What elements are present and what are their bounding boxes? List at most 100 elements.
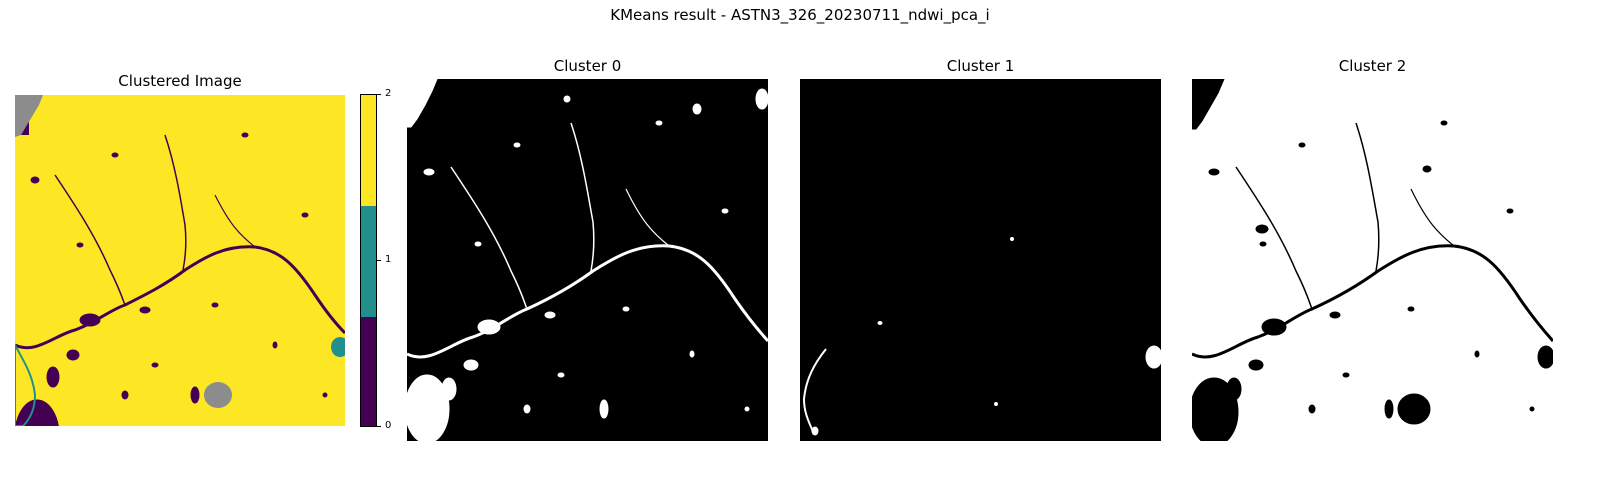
c1-speck-3 bbox=[994, 402, 998, 406]
c2-blob-9 bbox=[1506, 208, 1514, 214]
c2-blob-2 bbox=[1226, 377, 1242, 401]
water-blob-12 bbox=[76, 242, 84, 248]
c2-blob-6 bbox=[1208, 168, 1220, 176]
panel-title-clustered-image: Clustered Image bbox=[118, 72, 242, 90]
c0-blob-8 bbox=[655, 120, 663, 126]
water-blob-11 bbox=[151, 362, 159, 368]
c2-river-west bbox=[1235, 166, 1313, 310]
c1-speck-1 bbox=[1010, 237, 1014, 241]
colorbar-tick-1 bbox=[377, 260, 381, 261]
c2-blob-17 bbox=[1255, 224, 1269, 234]
c2-blob-12 bbox=[1259, 241, 1267, 247]
cluster-2-mask bbox=[1192, 79, 1553, 441]
c0-topleft-edge bbox=[407, 79, 438, 128]
water-blob-5 bbox=[190, 386, 200, 404]
c0-blob-4 bbox=[544, 311, 556, 319]
c2-river-north bbox=[1355, 122, 1380, 272]
c2-blob-10 bbox=[1474, 350, 1480, 358]
cluster1-right-edge bbox=[331, 337, 345, 357]
c0-blob-16 bbox=[755, 88, 768, 110]
clustered-cluster1-features bbox=[15, 337, 345, 426]
panel-title-cluster-0: Cluster 0 bbox=[553, 57, 622, 75]
nodata-lake bbox=[204, 382, 232, 408]
water-blob-9 bbox=[301, 212, 309, 218]
c2-blob-3 bbox=[1248, 359, 1264, 371]
clustered-image-svg bbox=[15, 95, 345, 426]
cluster1-left-river-edge bbox=[15, 344, 37, 426]
c2-blob-13 bbox=[1529, 406, 1535, 412]
clustered-background bbox=[15, 95, 345, 426]
c2-blob-18 bbox=[1422, 165, 1432, 173]
colorbar-segment-1 bbox=[361, 206, 376, 317]
c1-speck-4 bbox=[811, 426, 819, 436]
colorbar-segment-2 bbox=[361, 95, 376, 206]
c0-river-main bbox=[407, 244, 768, 359]
colorbar-tick-2 bbox=[377, 94, 381, 95]
river-tributary-north bbox=[164, 134, 187, 271]
cluster-0-mask bbox=[407, 79, 768, 441]
water-blob-7 bbox=[111, 152, 119, 158]
c1-left-river-edge bbox=[802, 348, 827, 435]
cluster-0-panel bbox=[407, 79, 768, 441]
river-tributary-east bbox=[214, 194, 256, 248]
water-blob-14 bbox=[211, 302, 219, 308]
c2-blob-16 bbox=[1537, 345, 1553, 369]
cluster-2-svg bbox=[1192, 79, 1553, 441]
c0-river-east bbox=[625, 188, 670, 247]
c0-blob-12 bbox=[474, 241, 482, 247]
c2-blob-11 bbox=[1342, 372, 1350, 378]
c0-blob-10 bbox=[689, 350, 695, 358]
lake-bottom-left bbox=[15, 399, 59, 426]
c0-blob-9 bbox=[721, 208, 729, 214]
cluster-0-svg bbox=[407, 79, 768, 441]
c0-blob-1 bbox=[477, 319, 501, 335]
c0-blob-11 bbox=[557, 372, 565, 378]
cluster-1-svg bbox=[802, 237, 1161, 436]
c2-river-east bbox=[1410, 188, 1455, 247]
cluster-2-panel bbox=[1192, 79, 1553, 441]
c0-blob-3 bbox=[463, 359, 479, 371]
c0-blob-17 bbox=[692, 103, 702, 115]
water-blob-2 bbox=[46, 366, 60, 388]
water-blob-8 bbox=[241, 132, 249, 138]
c0-blob-18 bbox=[563, 95, 571, 103]
c2-blob-14 bbox=[1407, 306, 1415, 312]
colorbar-tick-label-1: 1 bbox=[385, 254, 392, 265]
water-blob-10 bbox=[272, 341, 278, 349]
c2-river-main bbox=[1192, 244, 1553, 359]
c2-blob-7 bbox=[1298, 142, 1306, 148]
colorbar-segment-0 bbox=[361, 317, 376, 426]
cluster-1-mask bbox=[802, 237, 1161, 436]
c2-topleft-edge bbox=[1192, 79, 1225, 130]
water-blob-15 bbox=[121, 390, 129, 400]
water-blob-3 bbox=[66, 349, 80, 361]
c1-speck-2 bbox=[877, 321, 883, 325]
c2-blob-5 bbox=[1384, 399, 1394, 419]
river-main bbox=[15, 245, 345, 350]
water-blob-6 bbox=[30, 176, 40, 184]
c0-lake-bottom-left bbox=[407, 374, 450, 441]
river-tributary-west bbox=[54, 174, 126, 306]
water-blob-1 bbox=[79, 313, 101, 327]
water-blob-13 bbox=[322, 392, 328, 398]
colorbar bbox=[360, 94, 377, 427]
clustered-nodata bbox=[15, 95, 232, 408]
clustered-water-features bbox=[15, 95, 345, 426]
c2-lake-bottom bbox=[1397, 393, 1431, 425]
panel-title-cluster-2: Cluster 2 bbox=[1338, 57, 1407, 75]
figure-suptitle: KMeans result - ASTN3_326_20230711_ndwi_… bbox=[610, 6, 990, 24]
c2-blob-1 bbox=[1261, 318, 1287, 336]
colorbar-tick-label-2: 2 bbox=[385, 88, 392, 99]
c0-blob-7 bbox=[513, 142, 521, 148]
c1-right-edge-blob bbox=[1145, 345, 1161, 369]
clustered-image-panel bbox=[15, 95, 345, 426]
c2-blob-8 bbox=[1440, 120, 1448, 126]
c2-blob-4 bbox=[1329, 311, 1341, 319]
c0-blob-2 bbox=[441, 377, 457, 401]
c0-blob-13 bbox=[744, 406, 750, 412]
c0-river-west bbox=[450, 166, 528, 310]
c2-blob-15 bbox=[1308, 404, 1316, 414]
c0-blob-5 bbox=[599, 399, 609, 419]
c0-blob-14 bbox=[622, 306, 630, 312]
c0-blob-6 bbox=[423, 168, 435, 176]
